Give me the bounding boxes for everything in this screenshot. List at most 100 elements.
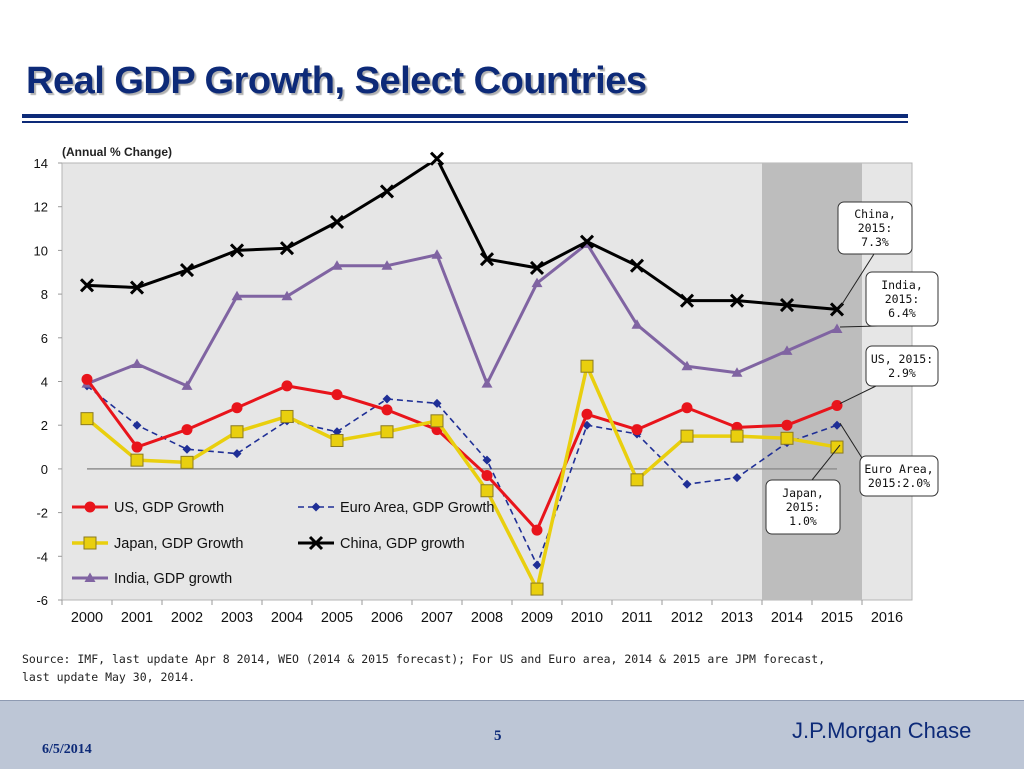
data-point (529, 260, 545, 275)
source-note-line-1: Source: IMF, last update Apr 8 2014, WEO… (22, 652, 826, 666)
legend-item-india-gdp-growth: India, GDP growth (72, 571, 232, 587)
data-point (181, 380, 193, 390)
data-point (481, 469, 493, 481)
series-line (86, 242, 838, 388)
data-point (331, 260, 343, 270)
data-point (229, 243, 245, 258)
x-tick-label: 2011 (621, 610, 652, 626)
legend-label: China, GDP growth (340, 536, 465, 552)
callout-text: 1.0% (789, 514, 817, 528)
data-point (431, 249, 443, 259)
data-point (830, 440, 844, 454)
callout-pointer (839, 422, 863, 459)
data-point (730, 429, 744, 443)
legend-item-japan-gdp-growth: Japan, GDP Growth (72, 536, 244, 552)
callout-us-gdp-growth: US, 2015:2.9% (839, 345, 939, 404)
legend-label: India, GDP growth (114, 571, 232, 587)
x-tick-label: 2005 (321, 610, 353, 626)
callout-pointer (839, 253, 875, 308)
x-tick-label: 2007 (421, 610, 453, 626)
data-point (530, 582, 544, 596)
data-point (379, 184, 395, 199)
x-tick-label: 2012 (671, 610, 703, 626)
x-tick-label: 2008 (471, 610, 503, 626)
callout-box (765, 479, 841, 535)
data-point (432, 398, 442, 408)
data-point (629, 258, 645, 273)
data-point (479, 252, 495, 267)
x-tick-label: 2003 (221, 610, 253, 626)
callout-text: 6.4% (888, 306, 916, 320)
source-note-line-2: last update May 30, 2014. (22, 670, 196, 684)
data-point (831, 400, 843, 412)
x-tick-label: 2009 (521, 610, 553, 626)
callout-euro-area-gdp-growth: Euro Area,2015:2.0% (839, 422, 939, 497)
y-tick-label: 2 (41, 418, 48, 433)
data-point (481, 378, 493, 388)
callout-box (865, 345, 939, 387)
x-tick-label: 2016 (871, 610, 903, 626)
series-japan-gdp-growth (80, 359, 844, 596)
data-point (580, 359, 594, 373)
series-line (86, 385, 838, 566)
callout-pointer (811, 444, 841, 481)
data-point (731, 367, 743, 377)
y-tick-label: 14 (34, 156, 48, 171)
data-point (281, 290, 293, 301)
series-line (86, 163, 838, 311)
callout-text: Euro Area, (864, 462, 933, 476)
callout-box (859, 455, 939, 497)
page-number: 5 (494, 728, 502, 744)
legend-label: Euro Area, GDP Growth (340, 500, 494, 516)
callout-text: 2015: (786, 500, 821, 514)
y-tick-label: 0 (41, 462, 48, 477)
callout-text: India, (881, 278, 923, 292)
callout-text: Japan, (782, 486, 824, 500)
x-tick-label: 2015 (821, 610, 853, 626)
callout-india-gdp-growth: India,2015:6.4% (839, 271, 939, 328)
callout-box (865, 271, 939, 327)
legend-marker (311, 502, 321, 512)
data-point (231, 402, 243, 414)
data-point (581, 408, 593, 420)
data-point (80, 412, 94, 426)
data-point (279, 241, 295, 256)
data-point (729, 293, 745, 308)
data-point (131, 358, 143, 369)
data-point (781, 345, 793, 355)
callout-text: US, 2015: (871, 352, 933, 366)
data-point (430, 414, 444, 428)
x-tick-label: 2001 (121, 610, 153, 626)
data-point (482, 455, 492, 465)
callout-text: 7.3% (861, 235, 889, 249)
data-point (382, 394, 392, 404)
data-point (779, 297, 795, 313)
legend-label: Japan, GDP Growth (114, 536, 244, 552)
data-point (780, 431, 794, 445)
callout-china-gdp-growth: China,2015:7.3% (837, 201, 913, 308)
y-tick-label: -4 (36, 549, 48, 564)
data-point (781, 419, 793, 431)
data-point (232, 449, 242, 459)
data-point (280, 409, 294, 423)
legend-marker (308, 535, 324, 551)
data-point (132, 420, 142, 430)
data-point (79, 278, 95, 293)
callout-text: 2.9% (888, 366, 916, 380)
data-point (532, 560, 542, 570)
x-tick-label: 2014 (771, 610, 803, 626)
callout-text: 2015: (885, 292, 920, 306)
data-point (331, 389, 343, 401)
legend-label: US, GDP Growth (114, 500, 224, 516)
footer-date: 6/5/2014 (42, 742, 92, 757)
data-point (231, 290, 243, 301)
data-point (330, 433, 344, 447)
callout-text: 2015: (858, 221, 893, 235)
brand-name: J.P.Morgan Chase (792, 718, 972, 743)
y-tick-label: 12 (34, 200, 48, 215)
data-point (131, 441, 143, 453)
x-tick-label: 2002 (171, 610, 203, 626)
data-point (832, 420, 842, 430)
callout-japan-gdp-growth: Japan,2015:1.0% (765, 444, 841, 535)
y-tick-label: 4 (41, 375, 48, 390)
